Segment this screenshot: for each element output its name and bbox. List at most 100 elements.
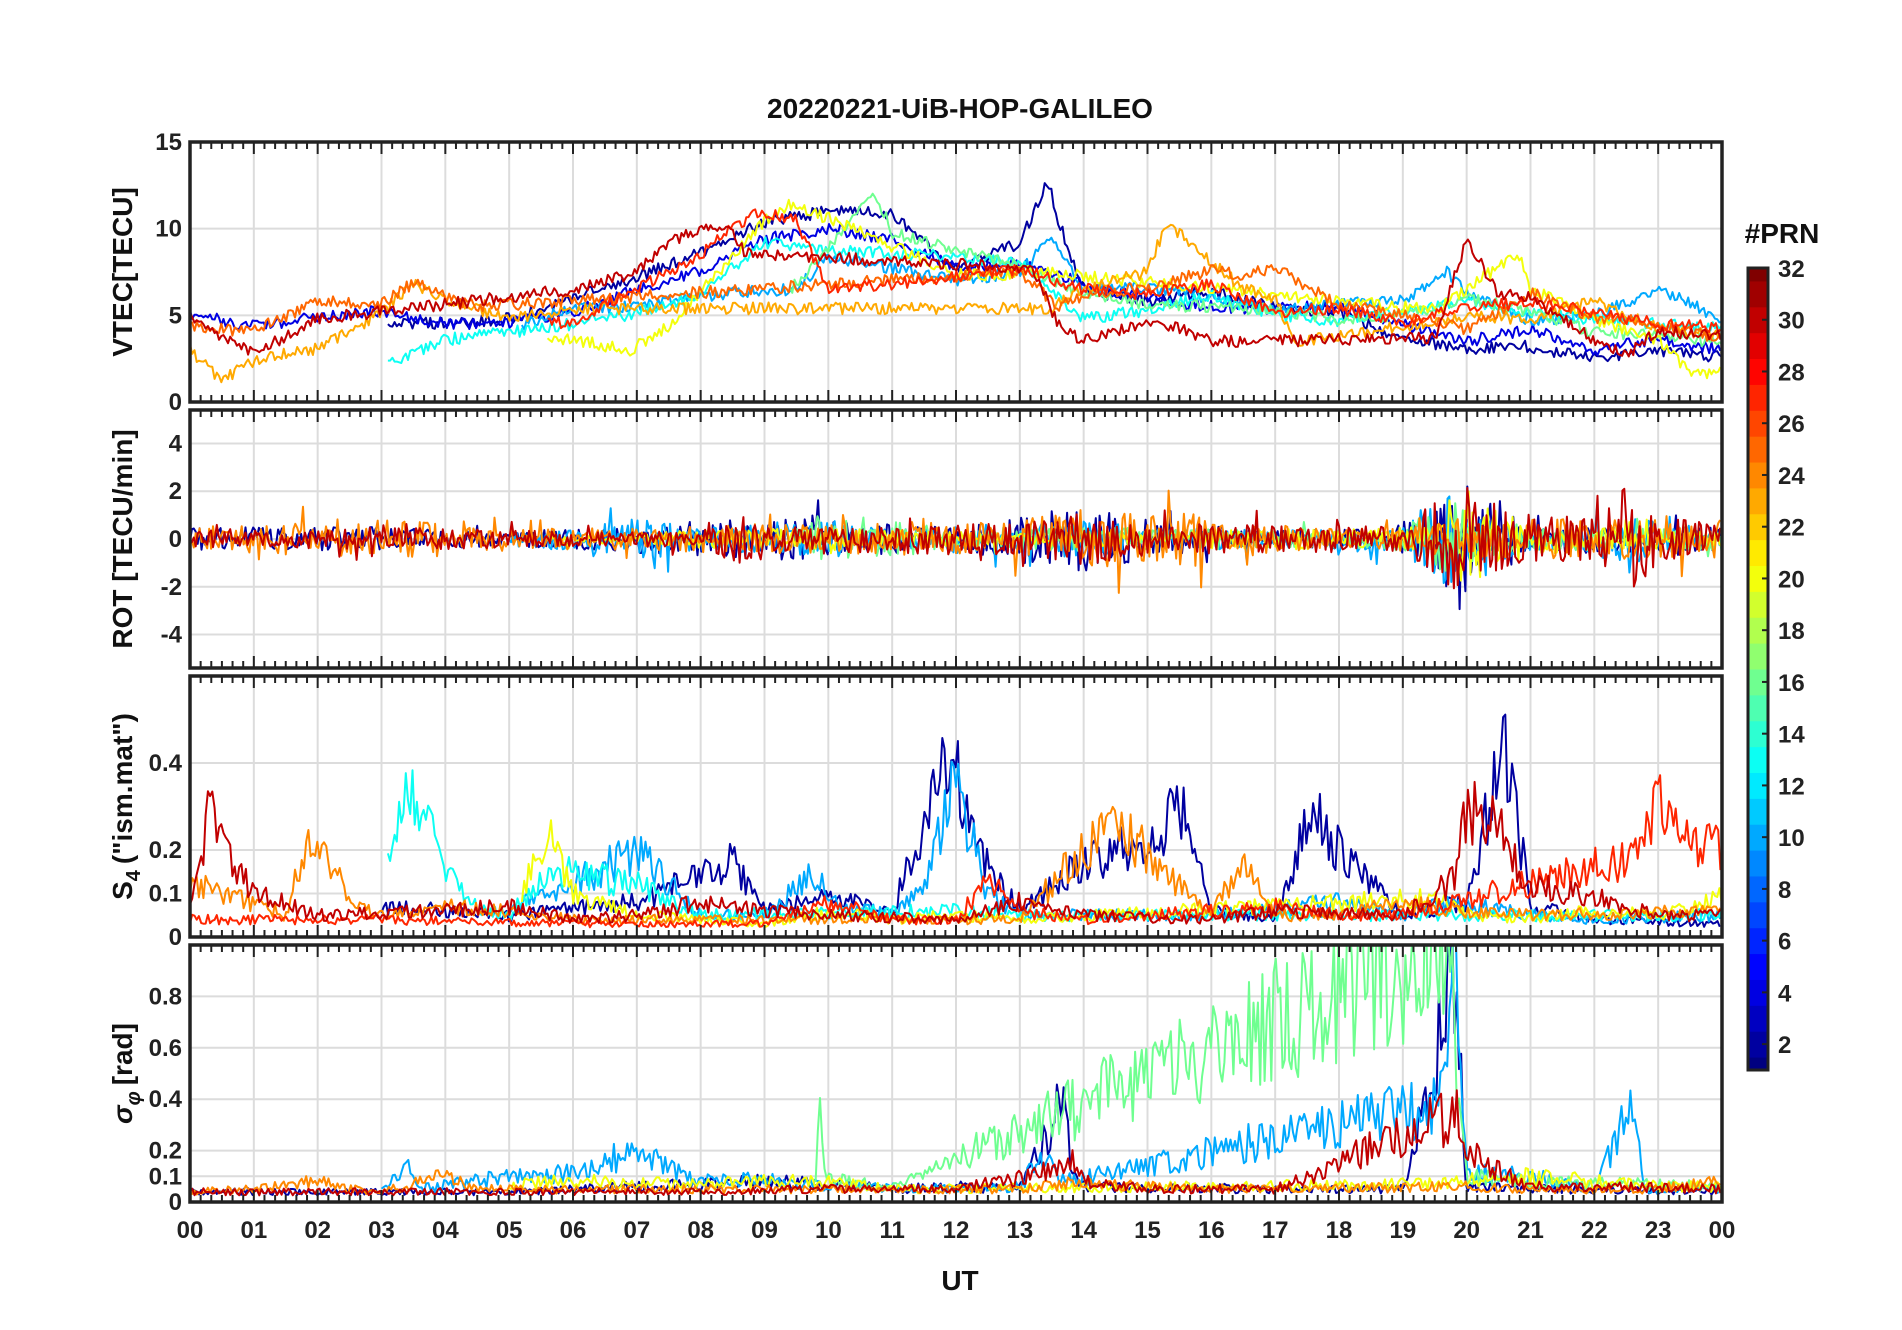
x-tick-label: 11: [879, 1217, 904, 1244]
x-tick-label: 22: [1581, 1217, 1608, 1244]
y-axis-label-rot: ROT [TECU/min]: [107, 429, 138, 648]
x-tick-label: 23: [1645, 1217, 1672, 1244]
y-axis-label-main: S: [107, 881, 138, 900]
y-axis-label-main: σ: [107, 1104, 138, 1124]
y-tick-label: -4: [161, 622, 183, 649]
series-line-prn-20: [508, 1167, 1722, 1195]
minor-ticks-rot: [189, 410, 1723, 668]
colorbar-tick-label: 24: [1778, 463, 1805, 490]
chart-title-group: 20220221-UiB-HOP-GALILEO: [767, 93, 1153, 124]
colorbar-segment: [1748, 384, 1768, 411]
colorbar-segment: [1748, 358, 1768, 385]
panel-sigma: 00.10.2 0.4 0.6 0.8 σφ [rad]: [107, 943, 1724, 1216]
colorbar-segment: [1748, 720, 1768, 748]
y-axis-label-sub: φ: [123, 1091, 145, 1105]
colorbar-tick-label: 32: [1778, 256, 1805, 283]
colorbar-segment: [1748, 694, 1768, 722]
x-tick-label: 21: [1517, 1217, 1544, 1244]
x-tick-label: 12: [943, 1217, 970, 1244]
series-group-s4: [190, 713, 1722, 929]
colorbar-segment: [1748, 617, 1768, 644]
colorbar-segment: [1748, 850, 1768, 877]
y-axis-label-vtec: VTEC[TECU]: [107, 187, 138, 357]
x-tick-label: 04: [432, 1217, 459, 1244]
y-tick-label: 2: [169, 478, 182, 505]
colorbar-tick-label: 2: [1778, 1032, 1791, 1059]
colorbar-segment: [1748, 1005, 1768, 1032]
colorbar-tick-label: 22: [1778, 515, 1805, 542]
series-group-rot: [190, 485, 1722, 611]
series-line-prn-2: [387, 182, 1722, 363]
colorbar-segment: [1748, 332, 1768, 360]
colorbar-segment: [1748, 1057, 1768, 1071]
colorbar-tick-label: 10: [1778, 825, 1805, 852]
x-tick-label: 18: [1326, 1217, 1353, 1244]
y-tick-label: 5: [169, 302, 182, 329]
y-axis-label-s4: S4 ("ism.mat"): [107, 713, 145, 900]
colorbar-tick-label: 26: [1778, 411, 1805, 438]
x-tick-label: 00: [1709, 1217, 1736, 1244]
colorbar-segment: [1748, 591, 1768, 618]
colorbar-segment: [1748, 746, 1768, 773]
x-tick-label: 17: [1262, 1217, 1289, 1244]
y-tick-label: 10: [155, 216, 182, 243]
colorbar-segment: [1748, 824, 1768, 851]
x-tick-label: 15: [1134, 1217, 1161, 1244]
x-tick-label: 16: [1198, 1217, 1225, 1244]
x-tick-label: 20: [1453, 1217, 1480, 1244]
colorbar-segment: [1748, 565, 1768, 592]
colorbar-tick-label: 20: [1778, 566, 1805, 593]
panel-vtec: 0 5 10 15 VTEC[TECU]: [107, 129, 1724, 416]
colorbar-frame: [1746, 266, 1770, 1072]
colorbar-segment: [1748, 901, 1768, 929]
x-axis: UT 00 01 02 03 04 05 06 07 08 09 10 11 12 13 14 15 16 17 1…: [177, 1217, 1736, 1296]
x-tick-label: 09: [751, 1217, 778, 1244]
chart-title: 20220221-UiB-HOP-GALILEO: [767, 93, 1153, 124]
colorbar-tick-label: 16: [1778, 670, 1805, 697]
series-line-prn-30: [190, 780, 1722, 925]
colorbar-segment: [1748, 410, 1768, 437]
y-tick-label: 0.4: [149, 1086, 183, 1113]
y-tick-label: 0: [169, 389, 182, 416]
colorbar-title: #PRN: [1745, 218, 1820, 249]
series-line-prn-16: [814, 945, 1722, 1192]
y-axis-label-sigma: σφ [rad]: [107, 1023, 145, 1124]
series-group-vtec: [190, 182, 1722, 384]
x-tick-label: 05: [496, 1217, 523, 1244]
series-line-prn-27: [547, 208, 1722, 334]
x-tick-label: 02: [304, 1217, 331, 1244]
y-tick-label: 0.2: [149, 837, 182, 864]
x-tick-label: 08: [687, 1217, 714, 1244]
x-tick-label: 14: [1070, 1217, 1097, 1244]
y-tick-label: 0: [169, 1189, 182, 1216]
colorbar-tick-label: 14: [1778, 722, 1805, 749]
y-tick-label: 0: [169, 526, 182, 553]
colorbar-segment: [1748, 436, 1768, 463]
colorbar-segment: [1748, 643, 1768, 670]
colorbar-tick-label: 4: [1778, 980, 1792, 1007]
x-tick-label: 01: [240, 1217, 267, 1244]
colorbar-tick-label: 28: [1778, 359, 1805, 386]
colorbar-segment: [1748, 772, 1768, 799]
x-tick-label: 10: [815, 1217, 842, 1244]
colorbar-segment: [1748, 539, 1768, 567]
colorbar-segment: [1748, 280, 1768, 308]
y-axis-label-rest: ("ism.mat"): [107, 713, 138, 864]
x-tick-label: 00: [177, 1217, 204, 1244]
y-tick-label: 0.4: [149, 750, 183, 777]
x-tick-label: 07: [623, 1217, 650, 1244]
x-tick-label: 06: [560, 1217, 587, 1244]
colorbar-segment: [1748, 513, 1768, 541]
y-axis-label-rest: [rad]: [107, 1023, 138, 1085]
colorbar-segment: [1748, 268, 1768, 282]
colorbar-segment: [1748, 487, 1768, 515]
colorbar-tick-label: 6: [1778, 929, 1791, 956]
y-tick-label: 0.1: [149, 1163, 182, 1190]
colorbar-tick-label: 12: [1778, 773, 1805, 800]
colorbar-tick-label: 30: [1778, 308, 1805, 335]
colorbar-segment: [1748, 927, 1768, 955]
colorbar-tick-label: 8: [1778, 877, 1791, 904]
